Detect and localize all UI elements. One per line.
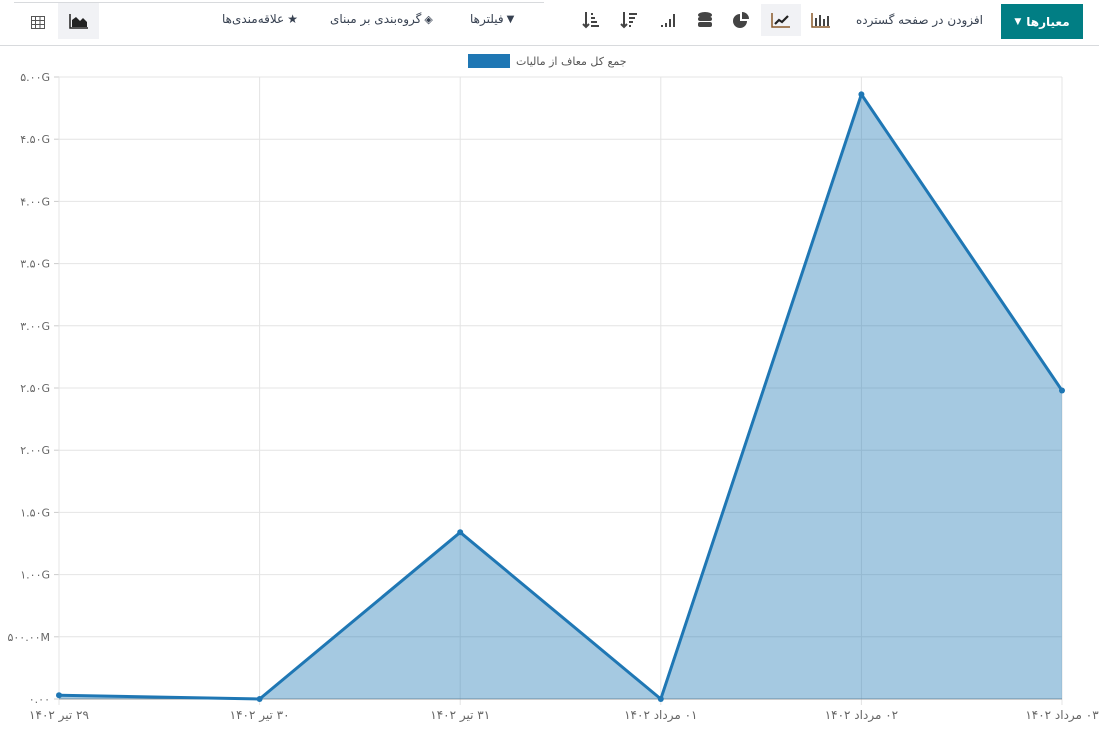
cumulative-bar-icon xyxy=(661,14,675,27)
sort-ascending-icon xyxy=(582,12,599,29)
y-tick-label: ۱.۵۰G xyxy=(20,506,50,519)
y-tick-label: ۱.۰۰G xyxy=(20,569,50,582)
control-panel: معیارها ▼ افزودن در صفحه گسترده ▼ فیلترها … xyxy=(0,0,1099,46)
x-tick-label: ۳۱ تیر ۱۴۰۲ xyxy=(430,708,490,723)
database-icon xyxy=(698,12,712,27)
data-point xyxy=(858,91,865,98)
groupby-button[interactable]: ◈ گروه‌بندی بر مبنای xyxy=(330,8,433,30)
table-icon xyxy=(31,15,45,29)
groupby-label: گروه‌بندی بر مبنای xyxy=(330,12,422,26)
y-tick-label: ۲.۰۰G xyxy=(20,444,50,457)
y-tick-label: ۳.۵۰G xyxy=(20,258,50,271)
graph-view-button[interactable] xyxy=(58,3,99,39)
star-icon: ★ xyxy=(287,12,298,26)
area-chart: ۰.۰۰ ۵۰۰.۰۰M ۱.۰۰G ۱.۵۰G ۲.۰۰G ۲.۵۰G ۳.۰۰G ۳.۵۰… xyxy=(7,71,1099,723)
line-chart-button[interactable] xyxy=(761,4,801,36)
chart-legend[interactable]: جمع کل معاف از مالیات xyxy=(468,54,627,68)
insert-in-spreadsheet-button[interactable]: افزودن در صفحه گسترده xyxy=(856,13,983,27)
x-tick-label: ۳۰ تیر ۱۴۰۲ xyxy=(230,708,290,723)
y-tick-label: ۴.۵۰G xyxy=(20,133,50,146)
favorites-label: علاقه‌مندی‌ها xyxy=(222,12,285,26)
data-point xyxy=(56,692,62,699)
bar-chart-icon xyxy=(811,13,830,28)
y-tick-label: ۵۰۰.۰۰M xyxy=(7,631,50,644)
caret-down-icon: ▼ xyxy=(1014,16,1022,27)
pie-chart-icon xyxy=(733,12,749,28)
pivot-view-button[interactable] xyxy=(18,6,58,38)
line-chart-icon xyxy=(771,13,790,28)
area-fill xyxy=(59,94,1062,699)
sort-descending-button[interactable] xyxy=(609,4,649,36)
filters-button[interactable]: ▼ فیلترها xyxy=(470,8,514,30)
sort-descending-icon xyxy=(620,12,637,29)
measures-label: معیارها xyxy=(1026,14,1070,29)
data-point xyxy=(657,696,664,702)
bar-chart-button[interactable] xyxy=(801,4,841,36)
data-point xyxy=(1059,387,1065,394)
y-tick-label: ۰.۰۰ xyxy=(29,693,50,706)
cumulative-button[interactable] xyxy=(648,4,688,36)
data-point xyxy=(256,696,263,702)
favorites-button[interactable]: ★ علاقه‌مندی‌ها xyxy=(222,8,298,30)
x-tick-label: ۲۹ تیر ۱۴۰۲ xyxy=(29,708,89,723)
y-tick-label: ۴.۰۰G xyxy=(20,195,50,208)
layers-icon: ◈ xyxy=(424,12,433,26)
area-chart-icon xyxy=(68,14,88,29)
y-tick-label: ۳.۰۰G xyxy=(20,320,50,333)
sort-ascending-button[interactable] xyxy=(571,4,611,36)
y-tick-label: ۲.۵۰G xyxy=(20,382,50,395)
filter-icon: ▼ xyxy=(506,13,515,25)
filters-label: فیلترها xyxy=(470,12,504,26)
pie-chart-button[interactable] xyxy=(721,4,761,36)
data-point xyxy=(457,529,464,536)
x-tick-label: ۰۳ مرداد ۱۴۰۲ xyxy=(1025,708,1099,723)
legend-swatch xyxy=(468,54,510,68)
legend-label: جمع کل معاف از مالیات xyxy=(516,54,627,68)
measures-button[interactable]: معیارها ▼ xyxy=(1001,4,1083,39)
x-tick-label: ۰۱ مرداد ۱۴۰۲ xyxy=(624,708,697,723)
series-line xyxy=(58,91,1064,702)
divider xyxy=(14,2,544,3)
x-tick-label: ۰۲ مرداد ۱۴۰۲ xyxy=(825,708,898,723)
y-tick-label: ۵.۰۰G xyxy=(20,71,50,84)
stacked-button[interactable] xyxy=(685,4,725,36)
